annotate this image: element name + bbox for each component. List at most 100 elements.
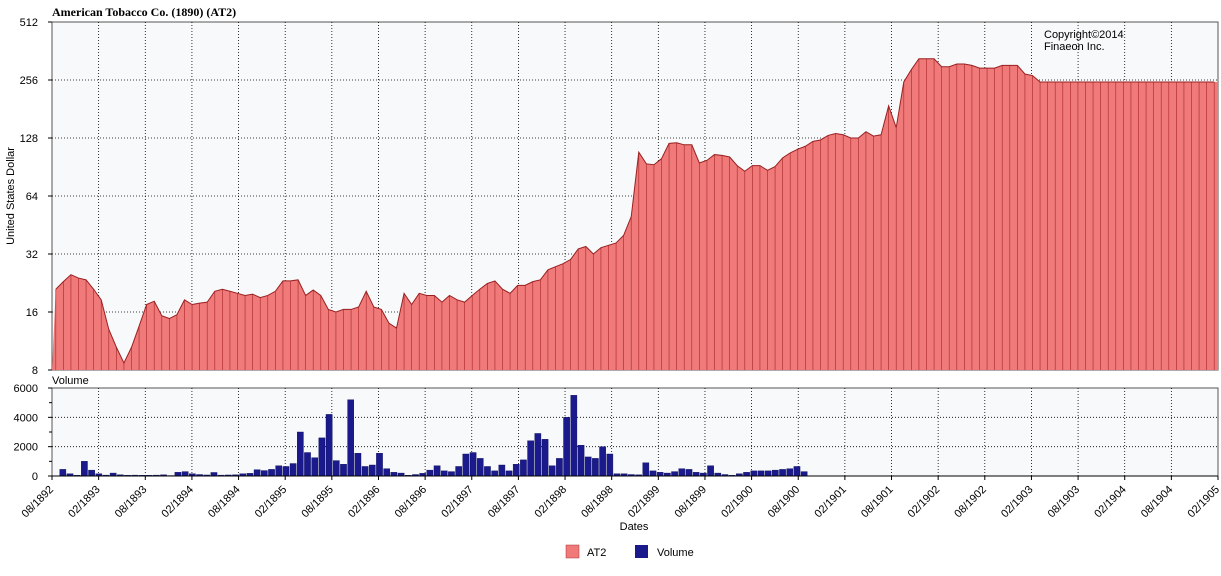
volume-y-tick-label: 6000 <box>14 383 38 395</box>
price-panel: 8 16 32 64 128 256 512 Copyright©2014 Finaeon … <box>20 17 1219 377</box>
volume-bar <box>577 445 585 477</box>
volume-y-tick-label: 0 <box>32 471 38 483</box>
x-tick-label: 08/1892 <box>20 484 57 521</box>
volume-plot-area <box>51 387 1219 477</box>
volume-bar <box>563 417 570 477</box>
volume-bar <box>297 431 304 477</box>
volume-bar <box>59 469 67 477</box>
legend-swatch-volume <box>635 545 648 558</box>
x-tick-label: 08/1896 <box>393 484 430 521</box>
volume-bar <box>469 452 477 477</box>
volume-bar <box>347 399 355 477</box>
volume-bar <box>779 469 786 477</box>
x-tick-label: 08/1901 <box>859 484 896 521</box>
volume-bar <box>174 472 182 477</box>
volume-bar <box>354 453 362 477</box>
price-y-tick-label: 32 <box>26 249 38 261</box>
volume-bar <box>455 466 462 477</box>
volume-bar <box>556 458 563 477</box>
volume-bar <box>181 471 189 477</box>
volume-bar <box>743 472 750 477</box>
x-tick-label: 02/1899 <box>626 484 663 521</box>
volume-bar <box>757 470 765 477</box>
x-tick-label: 08/1900 <box>766 484 803 521</box>
volume-bar <box>311 457 319 477</box>
x-tick-label: 08/1897 <box>486 484 523 521</box>
price-y-tick-label: 16 <box>26 307 38 319</box>
price-y-tick-label: 8 <box>32 365 38 377</box>
volume-bar <box>484 466 491 477</box>
volume-bar <box>433 465 441 477</box>
x-tick-label: 08/1894 <box>206 484 243 521</box>
volume-bar <box>772 469 779 477</box>
volume-bar <box>325 414 333 477</box>
x-tick-label: 02/1894 <box>159 484 196 521</box>
volume-bar <box>671 471 678 477</box>
price-y-tick-label: 64 <box>26 191 38 203</box>
volume-bar <box>491 470 498 477</box>
volume-bar <box>606 453 614 477</box>
price-y-tick-label: 512 <box>20 17 38 29</box>
volume-bar <box>426 469 434 477</box>
volume-gridlines <box>52 388 1218 476</box>
x-tick-label: 08/1898 <box>579 484 616 521</box>
legend-swatch-at2 <box>565 544 580 559</box>
volume-y-tick-label: 2000 <box>14 442 38 454</box>
volume-bar <box>210 472 218 477</box>
price-y-tick-label: 256 <box>20 75 38 87</box>
x-tick-label: 02/1905 <box>1186 484 1221 521</box>
volume-panel-title: Volume <box>52 375 89 387</box>
volume-bar <box>642 462 650 477</box>
volume-bar <box>304 452 311 477</box>
x-tick-label: 02/1895 <box>253 484 290 521</box>
y-axis-label: United States Dollar <box>5 147 17 245</box>
volume-bar <box>534 433 542 477</box>
x-tick-label: 02/1896 <box>346 484 383 521</box>
volume-bar <box>707 465 714 477</box>
volume-bar <box>448 471 455 477</box>
volume-bar <box>440 470 448 477</box>
volume-bar <box>253 469 261 477</box>
volume-bar <box>376 453 383 477</box>
copyright-line-2: Finaeon Inc. <box>1044 41 1105 53</box>
x-tick-label: 02/1897 <box>439 484 476 521</box>
volume-bar <box>584 456 592 477</box>
volume-bar <box>268 469 275 477</box>
volume-bar <box>656 472 664 477</box>
volume-bar <box>678 468 686 477</box>
legend-label-volume: Volume <box>657 547 694 559</box>
volume-bar <box>383 468 390 477</box>
x-tick-label: 02/1904 <box>1092 484 1129 521</box>
volume-bar <box>476 458 484 477</box>
x-tick-label: 08/1899 <box>672 484 709 521</box>
volume-bar <box>505 470 513 477</box>
price-line <box>55 58 1215 365</box>
volume-y-tick-label: 4000 <box>14 412 38 424</box>
volume-bar <box>520 459 527 477</box>
x-tick-label: 02/1901 <box>812 484 849 521</box>
volume-bar <box>318 437 326 477</box>
volume-bar <box>462 453 470 477</box>
volume-bar <box>599 446 606 477</box>
volume-bar <box>692 472 700 477</box>
x-tick-label: 02/1903 <box>999 484 1036 521</box>
volume-bar <box>81 461 88 477</box>
volume-bar <box>570 395 578 477</box>
volume-y-ticks: 0 2000 4000 6000 <box>14 383 52 483</box>
volume-bar <box>750 470 758 477</box>
volume-bar <box>649 470 657 477</box>
price-y-tick-label: 128 <box>20 133 38 145</box>
x-tick-label: 08/1902 <box>952 484 989 521</box>
volume-bar <box>368 464 376 477</box>
volume-bar <box>275 465 283 477</box>
volume-bar <box>282 466 290 477</box>
volume-bar <box>512 464 520 477</box>
volume-bar <box>289 463 297 477</box>
x-tick-label: 08/1895 <box>299 484 336 521</box>
volume-bars <box>52 395 1218 477</box>
volume-bar <box>793 466 801 477</box>
x-tick-label: 08/1893 <box>113 484 150 521</box>
volume-bar <box>800 471 808 477</box>
x-tick-label: 02/1893 <box>66 484 103 521</box>
